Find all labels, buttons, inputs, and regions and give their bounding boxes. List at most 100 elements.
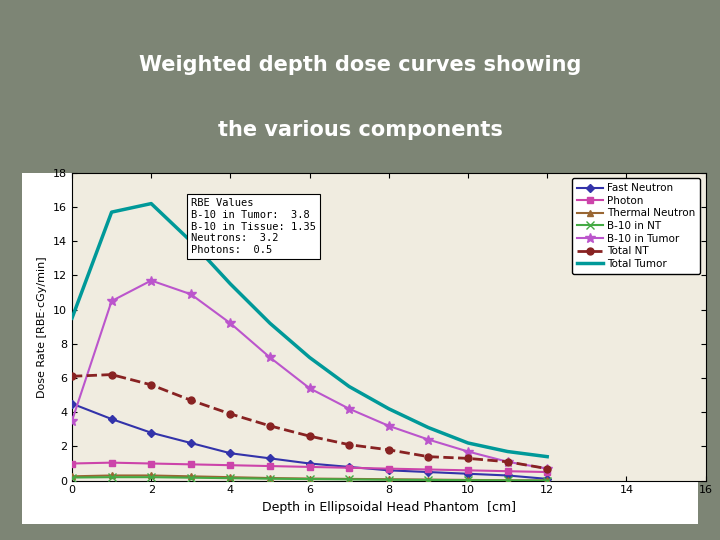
Fast Neutron — [305, 460, 314, 467]
B-10 in Tumor — [107, 298, 116, 304]
Photon — [226, 462, 235, 468]
Total Tumor — [543, 454, 552, 460]
Fast Neutron — [226, 450, 235, 456]
Photon — [68, 460, 76, 467]
Photon — [384, 465, 393, 472]
Thermal Neutron — [503, 477, 512, 483]
Total Tumor — [305, 354, 314, 361]
B-10 in NT — [68, 474, 76, 481]
B-10 in NT — [226, 475, 235, 482]
Photon — [345, 464, 354, 471]
Y-axis label: Dose Rate [RBE·cGy/min]: Dose Rate [RBE·cGy/min] — [37, 256, 48, 397]
Line: B-10 in Tumor: B-10 in Tumor — [67, 275, 552, 474]
B-10 in Tumor — [543, 465, 552, 472]
Text: RBE Values
B-10 in Tumor:  3.8
B-10 in Tissue: 1.35
Neutrons:  3.2
Photons:  0.5: RBE Values B-10 in Tumor: 3.8 B-10 in Ti… — [191, 198, 316, 255]
Total NT — [345, 442, 354, 448]
Photon — [305, 464, 314, 470]
Total Tumor — [424, 424, 433, 431]
B-10 in NT — [384, 476, 393, 483]
Photon — [186, 461, 195, 468]
B-10 in Tumor — [424, 436, 433, 443]
Total NT — [503, 458, 512, 465]
B-10 in NT — [266, 476, 274, 482]
B-10 in Tumor — [266, 354, 274, 361]
Line: Total Tumor: Total Tumor — [72, 204, 547, 457]
Fast Neutron — [503, 472, 512, 478]
Total NT — [424, 454, 433, 460]
Fast Neutron — [266, 455, 274, 462]
Fast Neutron — [107, 416, 116, 422]
Thermal Neutron — [384, 476, 393, 482]
Total Tumor — [266, 320, 274, 327]
Total NT — [226, 410, 235, 417]
Fast Neutron — [543, 476, 552, 482]
Photon — [424, 466, 433, 472]
B-10 in NT — [305, 476, 314, 482]
Legend: Fast Neutron, Photon, Thermal Neutron, B-10 in NT, B-10 in Tumor, Total NT, Tota: Fast Neutron, Photon, Thermal Neutron, B… — [572, 178, 701, 274]
Thermal Neutron — [424, 476, 433, 483]
Total NT — [68, 373, 76, 380]
B-10 in Tumor — [226, 320, 235, 327]
B-10 in NT — [424, 477, 433, 483]
Total NT — [464, 455, 472, 462]
Total NT — [543, 465, 552, 472]
Fast Neutron — [384, 467, 393, 474]
Thermal Neutron — [345, 476, 354, 482]
Fast Neutron — [424, 469, 433, 475]
Thermal Neutron — [305, 475, 314, 482]
Thermal Neutron — [464, 477, 472, 483]
Photon — [543, 469, 552, 475]
Line: Fast Neutron: Fast Neutron — [69, 401, 550, 482]
Total Tumor — [345, 383, 354, 390]
Fast Neutron — [186, 440, 195, 446]
B-10 in NT — [503, 477, 512, 484]
Line: B-10 in NT: B-10 in NT — [68, 473, 552, 485]
Thermal Neutron — [226, 474, 235, 481]
Total NT — [186, 397, 195, 403]
B-10 in Tumor — [186, 291, 195, 298]
Total NT — [147, 382, 156, 388]
B-10 in Tumor — [305, 385, 314, 392]
Text: Weighted depth dose curves showing: Weighted depth dose curves showing — [139, 55, 581, 75]
Total Tumor — [464, 440, 472, 446]
B-10 in Tumor — [345, 406, 354, 412]
B-10 in NT — [464, 477, 472, 483]
Total Tumor — [226, 281, 235, 287]
B-10 in NT — [186, 475, 195, 481]
Total Tumor — [107, 209, 116, 215]
B-10 in NT — [107, 474, 116, 481]
Thermal Neutron — [543, 477, 552, 484]
Total NT — [107, 372, 116, 378]
Fast Neutron — [147, 429, 156, 436]
Photon — [147, 460, 156, 467]
Thermal Neutron — [68, 473, 76, 480]
Total NT — [266, 423, 274, 429]
Thermal Neutron — [147, 472, 156, 478]
Fast Neutron — [464, 470, 472, 477]
Photon — [503, 468, 512, 475]
Line: Photon: Photon — [69, 460, 550, 475]
Line: Total NT: Total NT — [68, 371, 551, 472]
B-10 in Tumor — [464, 448, 472, 455]
B-10 in Tumor — [147, 278, 156, 284]
Total Tumor — [186, 238, 195, 245]
Line: Thermal Neutron: Thermal Neutron — [69, 472, 550, 483]
Total NT — [305, 433, 314, 440]
Thermal Neutron — [186, 473, 195, 480]
Total Tumor — [68, 315, 76, 321]
Fast Neutron — [68, 401, 76, 407]
Thermal Neutron — [107, 472, 116, 478]
B-10 in NT — [345, 476, 354, 483]
B-10 in NT — [147, 474, 156, 481]
B-10 in NT — [543, 477, 552, 484]
Total Tumor — [503, 448, 512, 455]
Total Tumor — [147, 200, 156, 207]
B-10 in Tumor — [68, 417, 76, 424]
B-10 in Tumor — [384, 423, 393, 429]
Photon — [107, 460, 116, 466]
Thermal Neutron — [266, 475, 274, 481]
X-axis label: Depth in Ellipsoidal Head Phantom  [cm]: Depth in Ellipsoidal Head Phantom [cm] — [262, 501, 516, 514]
Total NT — [384, 447, 393, 453]
Text: the various components: the various components — [217, 119, 503, 140]
Photon — [464, 467, 472, 474]
